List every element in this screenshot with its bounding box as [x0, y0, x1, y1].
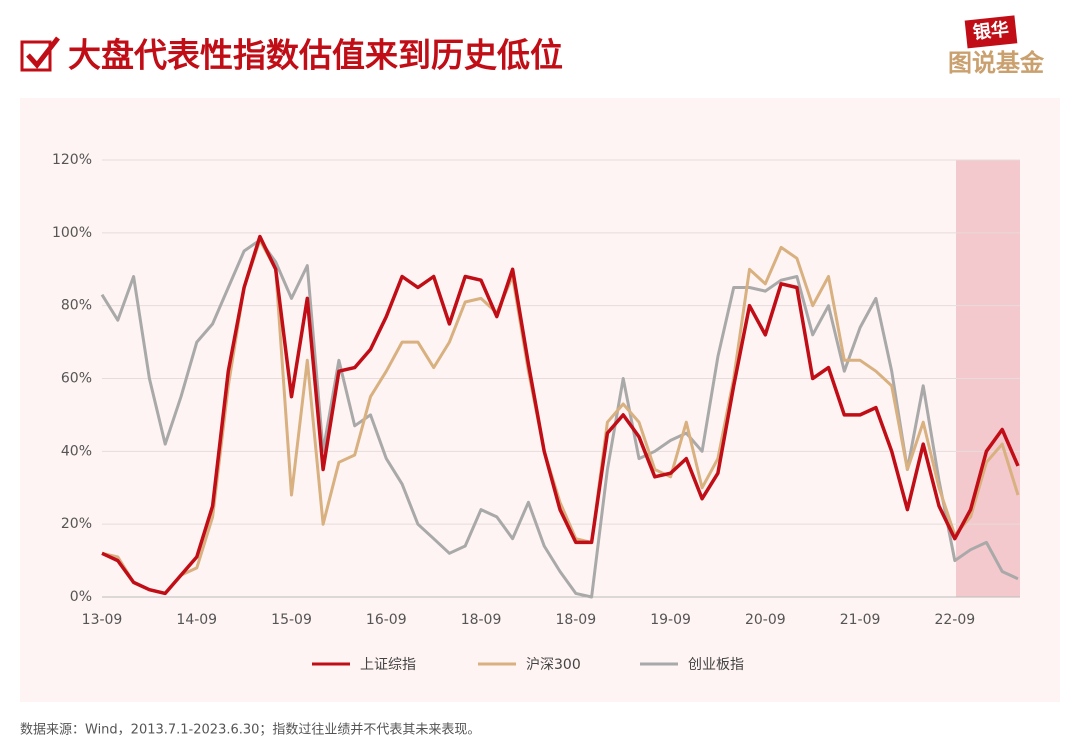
x-tick-label: 21-09 — [840, 612, 881, 628]
x-tick-label: 15-09 — [271, 612, 312, 628]
source-note: 数据来源：Wind，2013.7.1-2023.6.30；指数过往业绩并不代表其… — [20, 723, 480, 738]
y-tick-label: 0% — [70, 589, 92, 605]
x-tick-label: 14-09 — [176, 612, 217, 628]
legend-label: 上证综指 — [360, 657, 416, 673]
x-tick-label: 18-09 — [555, 612, 596, 628]
x-tick-label: 20-09 — [745, 612, 786, 628]
legend-label: 创业板指 — [688, 657, 744, 673]
y-tick-label: 40% — [61, 443, 92, 459]
x-tick-label: 16-09 — [366, 612, 407, 628]
x-tick-label: 13-09 — [82, 612, 123, 628]
panel — [20, 98, 1060, 702]
check-icon — [20, 36, 60, 72]
logo-badge: 银华 — [964, 15, 1018, 49]
legend-label: 沪深300 — [526, 657, 581, 673]
title: 大盘代表性指数估值来到历史低位 — [68, 36, 563, 75]
logo-text: 图说基金 — [948, 49, 1045, 77]
line-series — [101, 234, 1020, 596]
y-tick-label: 120% — [52, 152, 92, 168]
x-tick-label: 22-09 — [934, 612, 975, 628]
logo-badge-text: 银华 — [972, 18, 1010, 44]
y-tick-label: 20% — [61, 516, 92, 532]
x-tick-label: 18-09 — [461, 612, 502, 628]
y-tick-label: 80% — [61, 298, 92, 314]
y-tick-label: 100% — [52, 225, 92, 241]
line-series — [100, 238, 1019, 599]
y-tick-label: 60% — [61, 371, 92, 387]
x-tick-label: 19-09 — [650, 612, 691, 628]
